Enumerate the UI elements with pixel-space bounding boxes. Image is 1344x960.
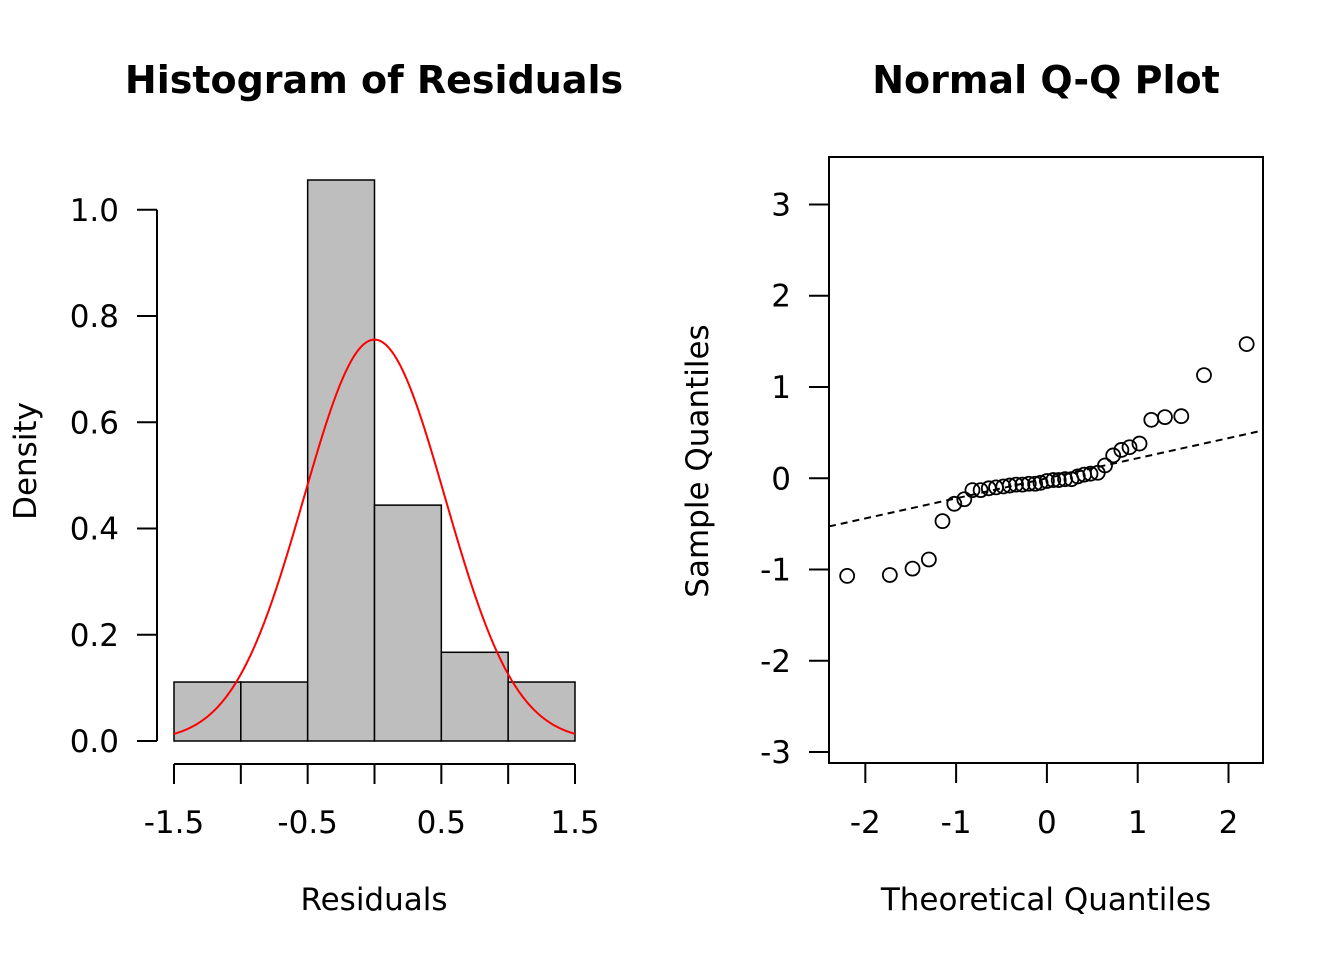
qq-x-tick-label: -2 [850,805,881,841]
qq-x-tick-label: 1 [1128,805,1148,841]
qq-point [1143,411,1160,428]
histogram-x-tick-label: 1.5 [550,805,599,841]
histogram-bar [440,651,509,742]
qq-x-axis-label: Theoretical Quantiles [880,882,1211,918]
histogram-title: Histogram of Residuals [125,58,623,102]
qq-y-tick-label: 2 [771,279,791,315]
qq-y-tick-label: 0 [771,461,791,497]
qq-point [1196,367,1212,384]
histogram-x-tick-label: -0.5 [277,805,338,841]
histogram-bars [173,179,576,742]
qq-plot-panel: Normal Q-Q Plot Theoretical Quantiles Sa… [680,58,1264,918]
qq-point [1045,472,1062,488]
qq-x-tick-label: 2 [1219,805,1239,841]
histogram-y-tick-label: 0.4 [70,512,119,548]
qq-point [1097,457,1113,474]
qq-point [839,568,856,584]
qq-x-tick-label: -1 [941,805,972,841]
density-curve [173,338,576,735]
qq-point [1238,336,1255,352]
qq-points [839,336,1255,584]
histogram-panel: Histogram of Residuals Residuals Density… [8,58,623,918]
qq-plot-title: Normal Q-Q Plot [872,58,1220,102]
qq-point [904,560,921,577]
qq-point [1157,409,1173,426]
qq-point [920,551,937,568]
qq-point [1105,447,1122,464]
qq-y-tick-label: 3 [771,187,791,223]
qq-point [1020,475,1037,492]
histogram-y-tick-label: 1.0 [70,193,119,229]
histogram-y-tick-label: 0.2 [70,618,119,654]
histogram-y-tick-label: 0.0 [70,724,119,760]
qq-point [1014,476,1031,493]
qq-point [1001,477,1018,494]
qq-point [1113,442,1130,458]
histogram-bar [306,179,376,742]
qq-plot-frame [828,156,1264,764]
qq-point [1082,465,1099,482]
qq-y-axis: -3 -2 -1 0 1 2 3 [760,187,829,771]
histogram-bar [373,504,443,742]
qq-point [995,478,1012,495]
qq-y-tick-label: -2 [760,644,791,680]
qq-point [964,482,981,499]
qq-point [956,491,973,508]
qq-y-tick-label: -1 [760,553,791,589]
qq-x-tick-label: 0 [1037,805,1057,841]
qq-point [1131,435,1148,452]
qq-y-tick-label: 1 [771,370,791,406]
qq-point [1008,476,1024,493]
qq-point [1039,473,1055,489]
qq-x-axis: -2 -1 0 1 2 [850,763,1239,841]
qq-point [1121,439,1138,456]
qq-point [934,513,951,530]
qq-point [946,495,963,512]
qq-point [881,567,898,583]
histogram-y-axis: 0.0 0.2 0.4 0.6 0.8 1.0 [70,193,158,760]
histogram-x-axis: -1.5 -0.5 0.5 1.5 [144,763,600,841]
qq-y-tick-label: -3 [760,735,791,771]
histogram-x-tick-label: 0.5 [417,805,466,841]
qq-point [972,482,989,499]
qq-point [1173,408,1190,425]
histogram-y-tick-label: 0.8 [70,299,119,335]
histogram-x-tick-label: -1.5 [144,805,205,841]
qq-point [1050,472,1067,488]
histogram-bar [240,681,309,742]
histogram-y-tick-label: 0.6 [70,405,119,441]
histogram-x-axis-label: Residuals [300,882,447,918]
qq-y-axis-label: Sample Quantiles [680,324,716,597]
histogram-y-axis-label: Density [8,402,44,520]
qq-point [1027,475,1044,492]
